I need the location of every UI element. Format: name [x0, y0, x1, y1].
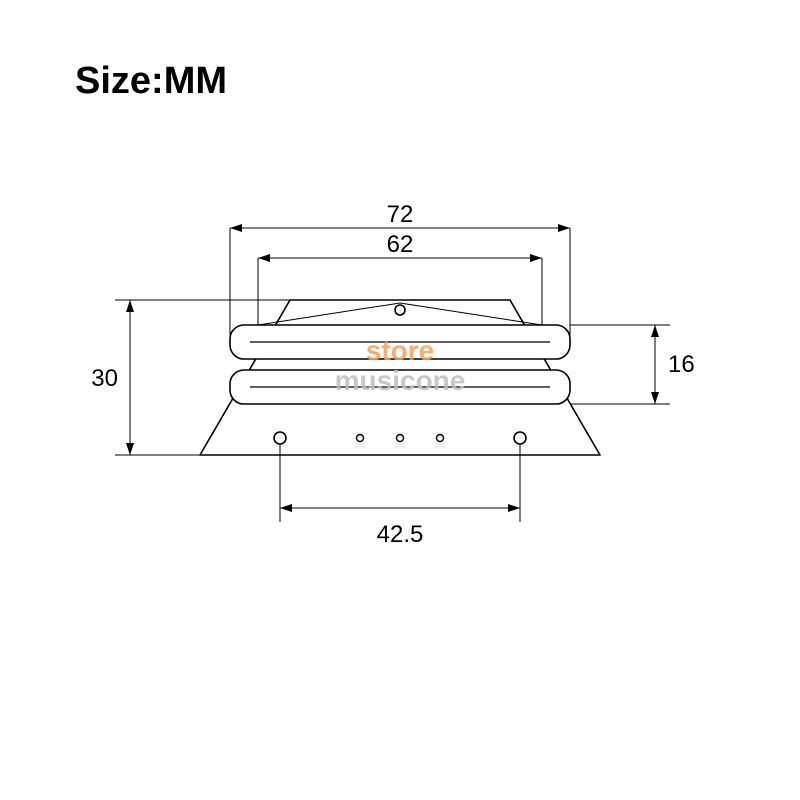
- dim-value-16: 16: [668, 351, 695, 378]
- dim-value-30: 30: [91, 365, 118, 392]
- dim-value-72: 72: [387, 201, 414, 228]
- dim-value-62: 62: [387, 231, 414, 258]
- dim-value-42.5: 42.5: [377, 521, 424, 548]
- page-title: Size:MM: [75, 60, 227, 103]
- watermark-line2: musicone: [335, 365, 466, 396]
- dimension-diagram: store musicone 72 62 30 16 42.5: [0, 0, 800, 800]
- watermark-line1: store: [366, 335, 434, 366]
